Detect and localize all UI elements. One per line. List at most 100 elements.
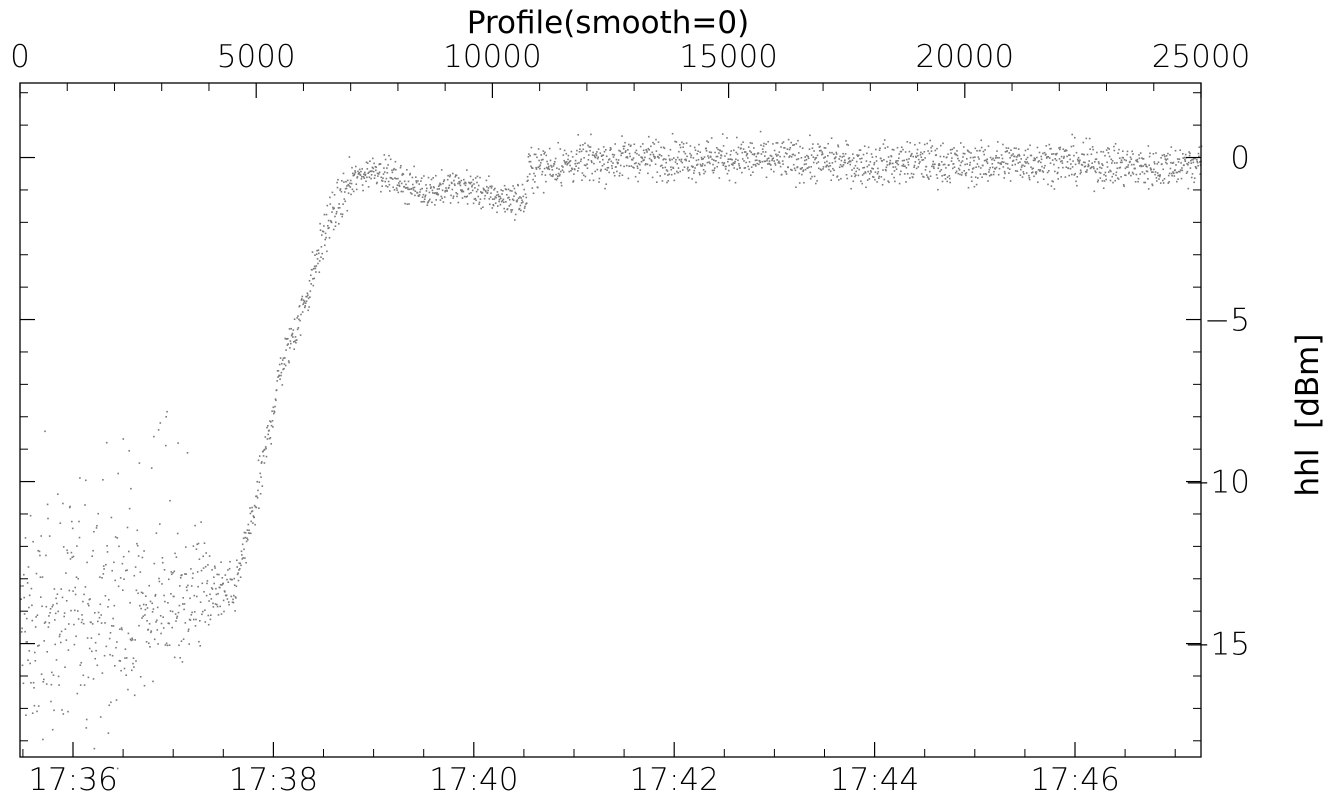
- data-point: [647, 172, 649, 175]
- data-point: [948, 164, 950, 166]
- data-point: [572, 181, 574, 183]
- data-point: [1071, 133, 1073, 136]
- data-point: [675, 159, 677, 161]
- data-point: [613, 154, 616, 156]
- data-point: [703, 172, 705, 175]
- data-point: [1051, 180, 1053, 182]
- data-point: [685, 142, 688, 144]
- data-point: [409, 192, 412, 194]
- data-point: [169, 610, 172, 612]
- data-point: [1082, 161, 1085, 164]
- data-point: [860, 161, 863, 163]
- data-point: [296, 317, 298, 319]
- data-point: [1083, 153, 1085, 156]
- data-point: [1042, 178, 1045, 180]
- data-point: [323, 213, 326, 216]
- data-point: [281, 384, 284, 386]
- data-point: [967, 186, 970, 189]
- data-point: [188, 643, 190, 645]
- data-point: [1176, 171, 1178, 174]
- data-point: [262, 455, 265, 457]
- data-point: [155, 532, 158, 534]
- data-point: [1040, 161, 1042, 164]
- data-point: [622, 145, 625, 148]
- data-point: [158, 580, 161, 583]
- data-point: [1179, 171, 1181, 173]
- data-point: [426, 204, 429, 206]
- data-point: [133, 666, 135, 668]
- data-point: [1138, 154, 1140, 156]
- data-point: [398, 182, 400, 184]
- data-point: [423, 175, 425, 177]
- data-point: [206, 580, 209, 582]
- data-point: [829, 165, 832, 167]
- data-point: [1113, 145, 1115, 148]
- data-point: [592, 179, 595, 182]
- data-point: [605, 155, 608, 158]
- data-point: [793, 144, 795, 146]
- data-point: [805, 158, 808, 161]
- data-point: [565, 161, 568, 163]
- data-point: [686, 168, 689, 170]
- data-point: [941, 180, 944, 183]
- data-point: [885, 166, 888, 169]
- data-point: [1093, 167, 1095, 170]
- data-point: [289, 340, 292, 342]
- data-point: [1147, 188, 1150, 190]
- data-point: [192, 572, 194, 575]
- data-point: [611, 165, 613, 167]
- data-point: [747, 157, 749, 159]
- data-point: [875, 148, 877, 151]
- data-point: [380, 190, 382, 193]
- data-point: [866, 165, 869, 168]
- data-point: [841, 165, 844, 168]
- data-point: [685, 158, 687, 161]
- data-point: [866, 152, 868, 155]
- data-point: [381, 185, 383, 187]
- data-point: [363, 173, 365, 175]
- data-point: [1193, 181, 1195, 184]
- data-point: [108, 637, 111, 640]
- data-point: [713, 169, 715, 172]
- data-point: [106, 551, 109, 553]
- data-point: [730, 150, 732, 152]
- data-point: [608, 158, 611, 160]
- data-point: [630, 165, 633, 167]
- top-tick-label: 10000: [443, 39, 542, 75]
- data-point: [152, 680, 154, 683]
- data-point: [74, 586, 76, 589]
- data-point: [520, 197, 522, 199]
- data-point: [264, 446, 267, 448]
- data-point: [154, 595, 156, 597]
- data-point: [1035, 171, 1038, 173]
- data-point: [634, 151, 636, 154]
- data-point: [1138, 157, 1141, 160]
- data-point: [599, 170, 602, 172]
- data-point: [763, 160, 766, 163]
- data-point: [185, 546, 187, 548]
- data-point: [927, 177, 930, 179]
- bottom-tick-label: 17:40: [429, 762, 518, 797]
- data-point: [61, 596, 64, 599]
- data-point: [1172, 161, 1175, 164]
- data-point: [894, 180, 896, 183]
- data-point: [127, 688, 129, 691]
- data-point: [153, 638, 156, 641]
- data-point: [163, 594, 165, 597]
- data-point: [124, 648, 127, 650]
- data-point: [494, 202, 497, 204]
- data-point: [1048, 143, 1051, 146]
- data-point: [614, 143, 616, 145]
- data-point: [891, 148, 894, 151]
- data-point: [396, 189, 398, 191]
- data-point: [1034, 159, 1036, 162]
- data-point: [513, 187, 516, 190]
- data-point: [1023, 173, 1025, 175]
- data-point: [1183, 164, 1185, 166]
- data-point: [956, 150, 958, 152]
- data-point: [977, 156, 980, 158]
- data-point: [700, 165, 702, 167]
- data-point: [453, 183, 456, 185]
- data-point: [299, 319, 301, 322]
- data-point: [36, 710, 38, 713]
